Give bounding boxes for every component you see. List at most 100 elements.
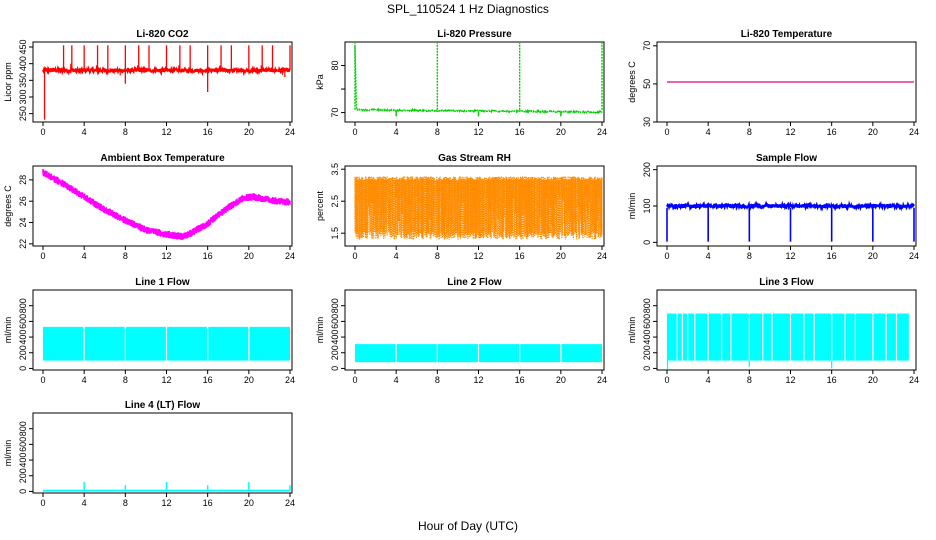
y-tick-label: 450 (18, 39, 28, 54)
x-tick-label: 24 (285, 498, 295, 508)
x-tick-label: 16 (515, 251, 525, 261)
x-tick-label: 20 (244, 375, 254, 385)
y-tick-label: 100 (642, 198, 652, 213)
panel-title: Li-820 Pressure (437, 29, 512, 40)
x-tick-label: 8 (435, 251, 440, 261)
x-tick-label: 4 (706, 375, 711, 385)
panel-title: Line 1 Flow (135, 277, 190, 288)
y-tick-label: 600 (642, 314, 652, 329)
x-tick-label: 8 (123, 498, 128, 508)
plot-frame (344, 289, 605, 371)
x-tick-label: 0 (352, 251, 357, 261)
x-tick-label: 12 (161, 127, 171, 137)
y-tick-label: 400 (18, 453, 28, 468)
y-axis-label: kPa (315, 74, 325, 90)
panel-title: Line 3 Flow (759, 277, 814, 288)
y-tick-label: 30 (642, 117, 652, 127)
y-axis-label: degrees C (3, 185, 13, 227)
x-tick-label: 0 (40, 251, 45, 261)
plot-frame (344, 165, 605, 247)
x-tick-label: 20 (244, 251, 254, 261)
x-tick-label: 16 (827, 127, 837, 137)
x-tick-label: 8 (747, 127, 752, 137)
x-tick-label: 0 (40, 127, 45, 137)
y-tick-label: 200 (330, 345, 340, 360)
y-axis-label: ml/min (627, 193, 637, 220)
x-tick-label: 4 (394, 251, 399, 261)
x-tick-label: 20 (556, 127, 566, 137)
x-tick-label: 4 (82, 127, 87, 137)
y-tick-label: 26 (18, 196, 28, 206)
x-tick-label: 8 (123, 127, 128, 137)
y-tick-label: 400 (18, 330, 28, 345)
x-tick-label: 24 (597, 127, 607, 137)
x-tick-label: 16 (203, 498, 213, 508)
data-band (667, 313, 909, 361)
x-tick-label: 12 (785, 127, 795, 137)
panel-title: Gas Stream RH (438, 153, 511, 164)
y-tick-label: 0 (330, 366, 340, 371)
x-tick-label: 24 (285, 251, 295, 261)
figure-title: SPL_110524 1 Hz Diagnostics (387, 2, 549, 16)
x-tick-label: 8 (123, 375, 128, 385)
x-tick-label: 8 (435, 127, 440, 137)
data-series (42, 45, 291, 120)
y-tick-label: 800 (330, 298, 340, 313)
x-tick-label: 16 (515, 375, 525, 385)
y-tick-label: 600 (18, 437, 28, 452)
x-tick-label: 12 (161, 375, 171, 385)
y-tick-label: 0 (642, 366, 652, 371)
y-tick-label: 800 (642, 298, 652, 313)
x-tick-label: 8 (747, 251, 752, 261)
y-tick-label: 0 (18, 489, 28, 494)
plot-frame (32, 41, 293, 123)
chart-panel-2: Li-820 Pressure kPa 0 4 8 12 16 20 24 70 80 (315, 29, 607, 137)
plot-frame (32, 289, 293, 371)
plot-frame (656, 289, 917, 371)
x-tick-label: 16 (515, 127, 525, 137)
data-series (42, 168, 291, 240)
x-tick-label: 16 (827, 251, 837, 261)
x-tick-label: 16 (827, 375, 837, 385)
y-axis-label: ml/min (315, 317, 325, 344)
x-tick-label: 8 (435, 375, 440, 385)
x-tick-label: 0 (664, 375, 669, 385)
data-line (354, 46, 603, 115)
y-tick-label: 400 (642, 330, 652, 345)
x-tick-label: 24 (597, 375, 607, 385)
chart-panel-9: Line 3 Flow ml/min 0 4 8 12 16 20 24 0 20040060080… (627, 277, 919, 385)
y-tick-label: 1.5 (330, 227, 340, 240)
x-tick-label: 0 (664, 251, 669, 261)
x-tick-label: 4 (82, 251, 87, 261)
y-tick-label: 70 (330, 108, 340, 118)
x-tick-label: 16 (203, 375, 213, 385)
x-tick-label: 20 (556, 375, 566, 385)
data-series (355, 344, 602, 363)
figure-x-axis-label: Hour of Day (UTC) (417, 519, 518, 533)
data-series (354, 176, 603, 240)
x-tick-label: 4 (706, 127, 711, 137)
y-tick-label: 24 (18, 218, 28, 228)
x-tick-label: 12 (473, 375, 483, 385)
y-axis-label: ml/min (627, 317, 637, 344)
data-series (43, 482, 291, 492)
y-tick-label: 400 (18, 56, 28, 71)
y-tick-label: 800 (18, 298, 28, 313)
x-tick-label: 12 (473, 127, 483, 137)
x-tick-label: 0 (40, 498, 45, 508)
x-tick-label: 4 (394, 375, 399, 385)
panel-title: Line 4 (LT) Flow (125, 400, 201, 411)
x-tick-label: 20 (244, 498, 254, 508)
x-tick-label: 16 (203, 251, 213, 261)
data-series (666, 200, 915, 242)
y-tick-label: 70 (642, 41, 652, 51)
y-axis-label: ml/min (3, 317, 13, 344)
y-tick-label: 50 (642, 79, 652, 89)
x-tick-label: 4 (82, 375, 87, 385)
y-tick-label: 200 (642, 162, 652, 177)
x-tick-label: 24 (285, 375, 295, 385)
x-tick-label: 12 (161, 498, 171, 508)
y-tick-label: 200 (18, 468, 28, 483)
